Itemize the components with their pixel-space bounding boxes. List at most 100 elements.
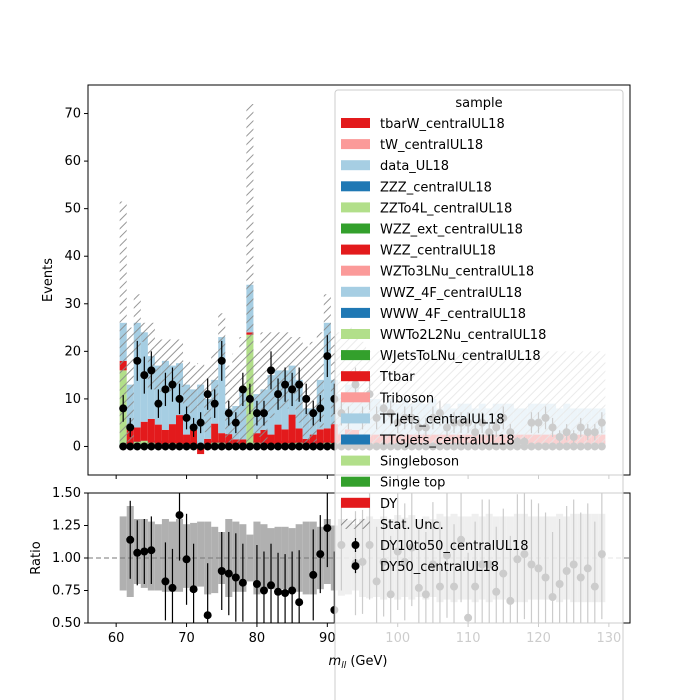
data-point	[175, 394, 184, 403]
ratio-point	[316, 550, 325, 559]
stat-unc-bin	[309, 341, 317, 447]
legend-label: Triboson	[379, 391, 434, 406]
stat-unc-bin	[323, 294, 331, 352]
data-point	[231, 418, 240, 427]
data-point-zero	[126, 442, 135, 451]
ratio-point	[168, 583, 177, 592]
data-point-zero	[309, 442, 318, 451]
legend-swatch	[341, 307, 370, 318]
y-tick-label: 70	[64, 107, 81, 122]
stat-unc-bin	[161, 339, 169, 383]
legend-marker	[351, 562, 360, 571]
legend-label: tbarW_centralUL18	[380, 117, 505, 132]
ratio-band-bin	[119, 516, 127, 591]
legend-swatch	[341, 476, 370, 487]
ratio-point	[281, 589, 290, 598]
stat-unc-bin	[253, 351, 261, 437]
ratio-point	[133, 548, 142, 557]
data-point	[323, 352, 332, 361]
legend-title: sample	[455, 96, 502, 111]
data-point-zero	[147, 442, 156, 451]
legend-swatch-hatch	[341, 518, 370, 529]
stat-unc-bin	[190, 365, 198, 414]
data-point-zero	[238, 442, 247, 451]
bar-ttbar	[267, 434, 275, 445]
ratio-point	[126, 535, 135, 544]
data-point	[203, 390, 212, 399]
bar-ttbar	[140, 421, 148, 441]
stat-unc-bin	[330, 332, 338, 428]
xlabel-m: m	[329, 654, 342, 669]
legend-swatch	[341, 455, 370, 466]
legend-label: DY10to50_centralUL18	[380, 539, 529, 554]
stat-unc-bin	[175, 339, 184, 388]
xlabel-subscript: ll	[341, 661, 347, 671]
main-y-axis-label: Events	[41, 258, 56, 302]
ratio-point	[323, 524, 332, 533]
y-tick-label: 30	[64, 297, 81, 312]
data-point-zero	[267, 442, 276, 451]
bar-ttbar	[316, 429, 324, 444]
legend-label: Stat. Unc.	[380, 518, 444, 533]
data-point	[288, 385, 297, 394]
legend-label: ZZTo4L_centralUL18	[380, 201, 512, 216]
data-point	[154, 399, 163, 408]
legend-swatch	[341, 392, 370, 403]
ratio-point	[267, 581, 276, 590]
data-point	[267, 366, 276, 375]
data-point	[217, 356, 226, 365]
legend-swatch	[341, 371, 370, 382]
legend-swatch	[341, 329, 370, 339]
data-point	[252, 409, 261, 418]
data-point	[196, 418, 205, 427]
ratio-y-tick-label: 0.50	[52, 616, 81, 631]
data-point-zero	[161, 442, 170, 451]
ratio-point	[231, 573, 240, 582]
bar-ttbar	[154, 424, 162, 444]
data-point	[245, 394, 254, 403]
bar-ttbar	[281, 429, 289, 444]
ratio-y-tick-label: 1.00	[52, 551, 81, 566]
data-point-zero	[168, 442, 177, 451]
stat-unc-bin	[168, 339, 176, 392]
legend-label: WZZ_ext_centralUL18	[380, 223, 523, 238]
data-point	[147, 366, 156, 375]
legend-label: Ttbar	[379, 370, 415, 385]
legend-swatch	[341, 434, 370, 445]
data-point	[189, 423, 198, 432]
data-point-zero	[189, 442, 198, 451]
data-point-zero	[133, 442, 142, 451]
legend-label: WZZ_centralUL18	[380, 244, 496, 259]
stat-unc-bin	[274, 332, 282, 409]
data-point-zero	[316, 442, 325, 451]
bar-ttbar	[330, 424, 338, 444]
data-point-zero	[295, 442, 304, 451]
data-point-zero	[274, 442, 283, 451]
y-tick-label: 40	[64, 249, 81, 264]
bar-ttbar	[147, 418, 155, 443]
ratio-y-axis-label: Ratio	[29, 541, 44, 574]
bar-ttbar	[168, 424, 176, 444]
bar-ttbar	[204, 438, 212, 444]
legend-swatch	[341, 139, 370, 150]
bar-ttbar	[133, 427, 141, 442]
bar-ttbar	[175, 415, 184, 444]
data-point	[140, 371, 149, 380]
legend-label: DY50_centralUL18	[380, 560, 499, 575]
bar-ttbar	[274, 424, 282, 444]
stat-unc-bin	[211, 351, 219, 409]
ratio-point	[147, 546, 156, 555]
legend-label: WJetsToLNu_centralUL18	[380, 349, 541, 364]
legend-label: ZZZ_centralUL18	[380, 180, 492, 195]
legend-swatch	[341, 118, 370, 128]
legend-entries: tbarW_centralUL18 tW_centralUL18 data_UL18…	[341, 117, 546, 575]
ratio-point	[217, 567, 226, 575]
bar-ttbar	[183, 434, 191, 445]
data-point-zero	[252, 442, 261, 451]
ratio-point	[203, 611, 212, 620]
data-point-zero	[203, 442, 212, 451]
ratio-x-axis-label: mll (GeV)	[329, 654, 388, 671]
legend-swatch	[341, 202, 370, 213]
ratio-band-bin	[197, 521, 205, 587]
